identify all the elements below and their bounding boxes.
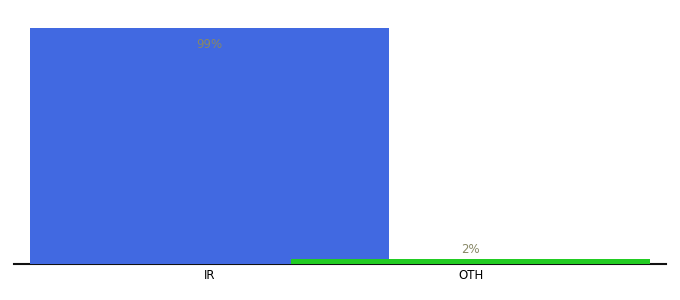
- Text: 99%: 99%: [197, 38, 222, 51]
- Bar: [291, 259, 650, 264]
- Bar: [30, 28, 389, 264]
- Text: 2%: 2%: [461, 243, 480, 256]
